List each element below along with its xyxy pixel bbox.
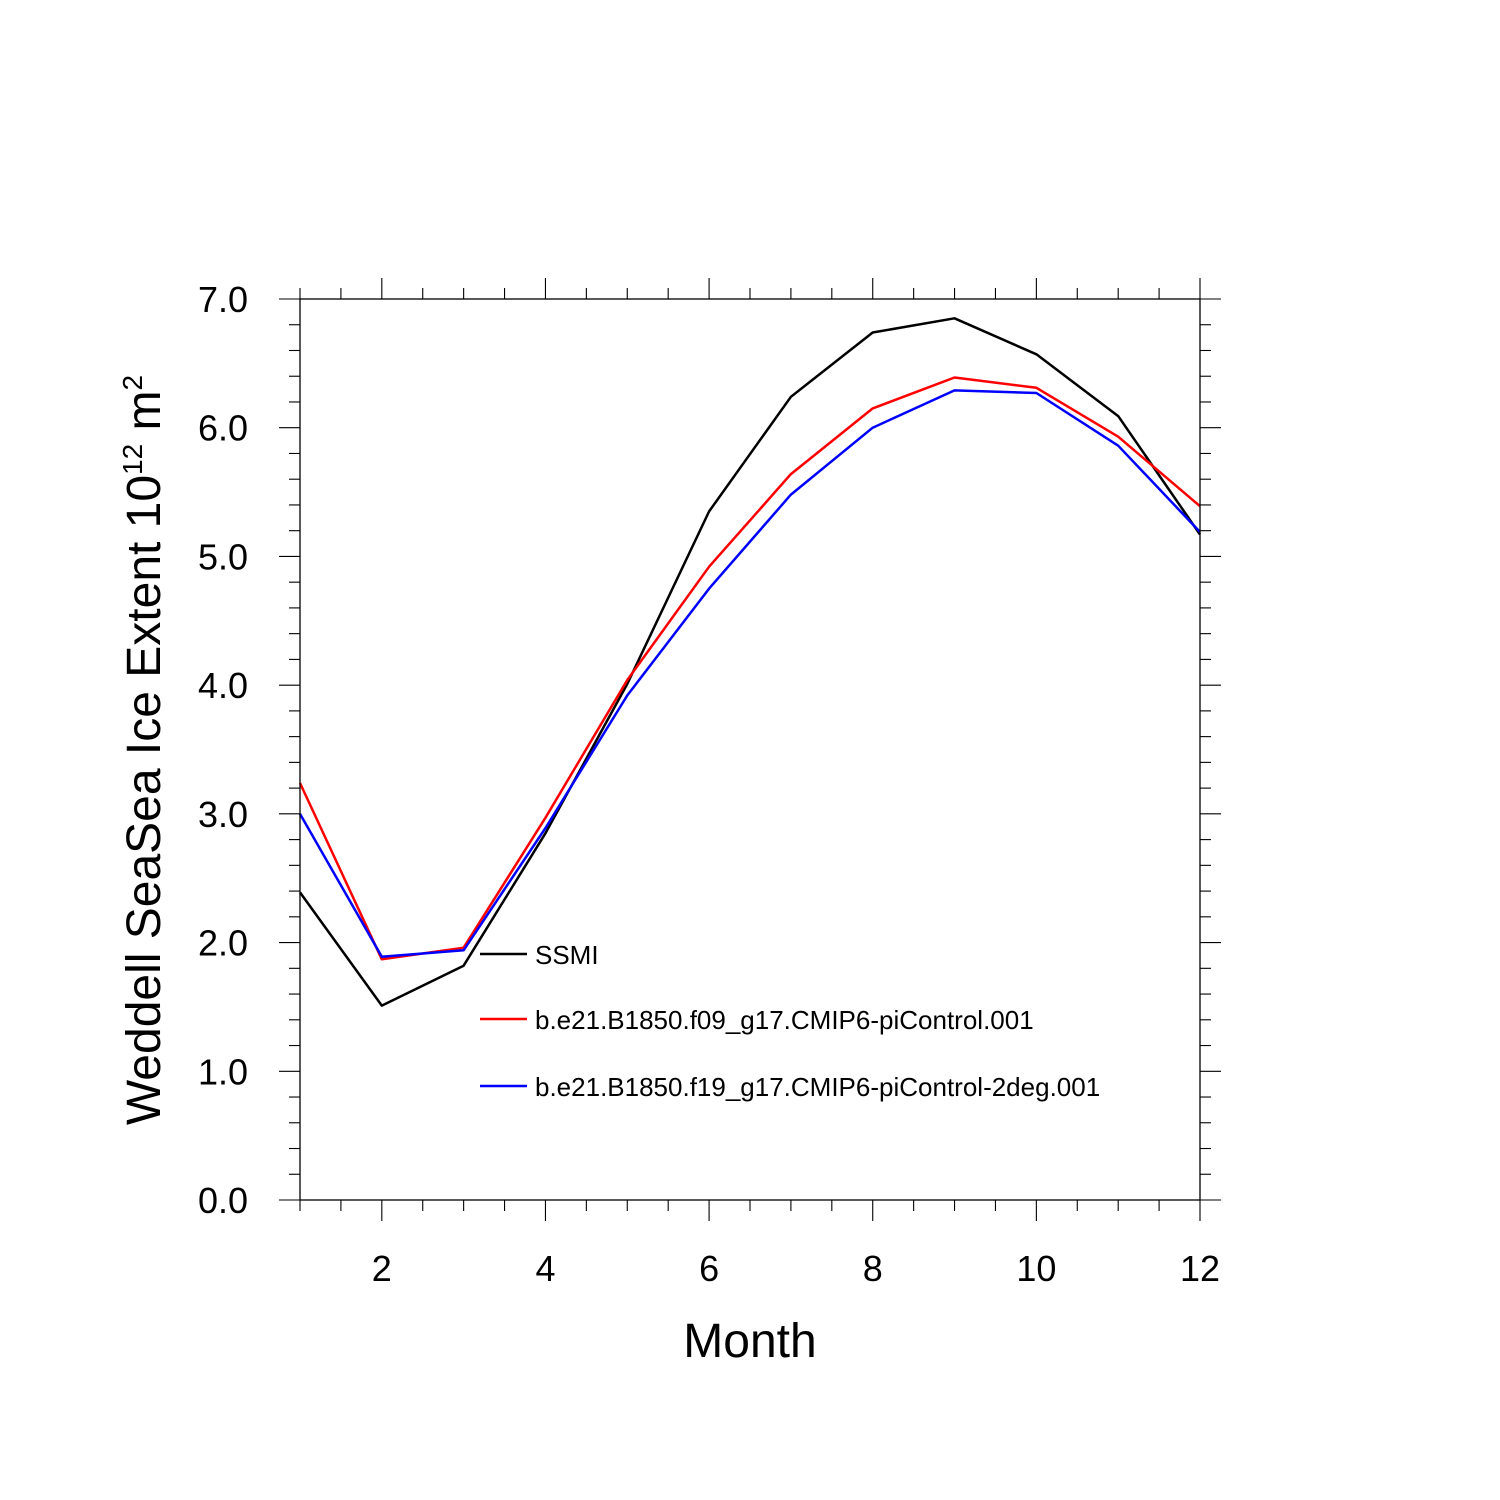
- legend-label-1: SSMI: [535, 940, 599, 970]
- plot-frame: [299, 298, 1201, 1201]
- x-axis-title: Month: [683, 1315, 816, 1368]
- y-tick-label: 2.0: [198, 923, 248, 964]
- y-axis-title: Weddell SeaSea Ice Extent 1012 m2: [117, 375, 171, 1125]
- series-lines: [298, 317, 1202, 1007]
- y-tick-label: 3.0: [198, 794, 248, 835]
- series-line-2: [298, 376, 1201, 961]
- y-tick-label: 7.0: [198, 279, 248, 320]
- y-axis-title-exponent: 12: [117, 444, 148, 475]
- y-axis-title-unit-exponent: 2: [117, 375, 148, 391]
- y-tick-label: 4.0: [198, 665, 248, 706]
- axis-ticks: [279, 278, 1221, 1221]
- tick-labels: 2 4 6 8 10 12 0.0 1.0 2.0 3.0 4.0 5.0 6.0 7.0: [198, 279, 1220, 1289]
- legend-label-3: b.e21.B1850.f19_g17.CMIP6-piControl-2deg…: [535, 1072, 1100, 1102]
- y-tick-label: 0.0: [198, 1180, 248, 1221]
- y-tick-label: 6.0: [198, 408, 248, 449]
- series-line-3: [298, 389, 1201, 958]
- x-tick-label: 12: [1180, 1248, 1220, 1289]
- x-tick-label: 6: [699, 1248, 719, 1289]
- x-tick-label: 2: [372, 1248, 392, 1289]
- y-axis-title-unit: m: [118, 390, 171, 443]
- legend: SSMI b.e21.B1850.f09_g17.CMIP6-piControl.…: [480, 940, 1100, 1102]
- y-tick-label: 1.0: [198, 1051, 248, 1092]
- y-axis-title-main: Weddell SeaSea Ice Extent 10: [118, 475, 171, 1125]
- x-tick-label: 4: [535, 1248, 555, 1289]
- legend-label-2: b.e21.B1850.f09_g17.CMIP6-piControl.001: [535, 1005, 1034, 1035]
- y-tick-label: 5.0: [198, 536, 248, 577]
- x-tick-label: 10: [1016, 1248, 1056, 1289]
- x-tick-label: 8: [863, 1248, 883, 1289]
- series-line-1: [298, 317, 1202, 1007]
